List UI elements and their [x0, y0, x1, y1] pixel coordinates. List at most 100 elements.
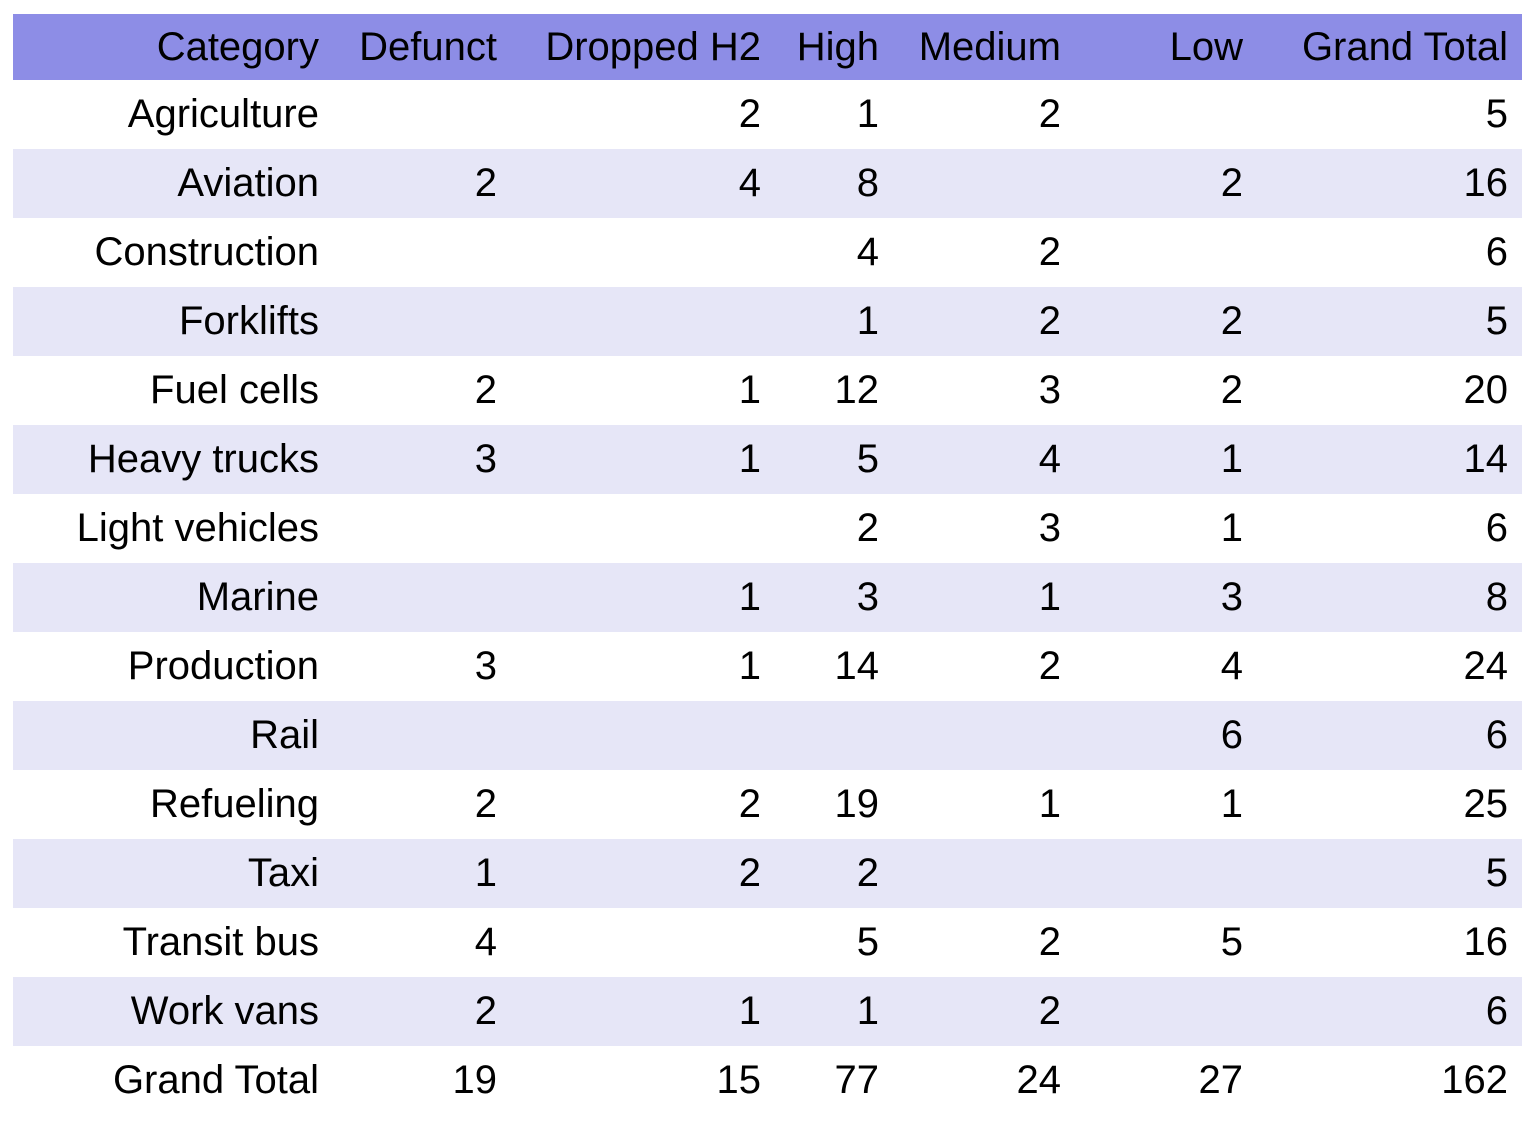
cell-low: 6 [1075, 701, 1257, 770]
cell-dropped-h2 [511, 218, 775, 287]
cell-medium: 3 [893, 494, 1075, 563]
cell-dropped-h2: 1 [511, 632, 775, 701]
cell-value: 77 [834, 1058, 880, 1102]
cell-value: 1 [1038, 782, 1061, 826]
cell-dropped-h2: 15 [511, 1046, 775, 1115]
cell-grand-total: 5 [1257, 80, 1522, 149]
cell-low: 27 [1075, 1046, 1257, 1115]
row-label-text: Taxi [247, 851, 319, 895]
table-row-heavy-trucks: Heavy trucks 3 1 5 4 1 14 [13, 425, 1522, 494]
table-row-rail: Rail 6 6 [13, 701, 1522, 770]
row-label: Production [13, 632, 333, 701]
table-row-transit-bus: Transit bus 4 5 2 5 16 [13, 908, 1522, 977]
row-label: Refueling [13, 770, 333, 839]
cell-value: 1 [738, 644, 761, 688]
cell-value: 24 [1463, 644, 1509, 688]
cell-value: 2 [474, 782, 497, 826]
row-label: Light vehicles [13, 494, 333, 563]
cell-dropped-h2: 1 [511, 977, 775, 1046]
column-header-medium: Medium [893, 14, 1075, 80]
cell-medium: 1 [893, 563, 1075, 632]
cell-value [893, 161, 1075, 206]
table-row-fuel-cells: Fuel cells 2 1 12 3 2 20 [13, 356, 1522, 425]
cell-dropped-h2: 2 [511, 80, 775, 149]
cell-value: 2 [1220, 161, 1243, 205]
cell-value: 3 [474, 644, 497, 688]
cell-value [511, 299, 775, 344]
cell-value: 5 [1485, 299, 1508, 343]
cell-value: 4 [474, 920, 497, 964]
cell-dropped-h2: 4 [511, 149, 775, 218]
cell-value [333, 230, 511, 275]
row-label: Fuel cells [13, 356, 333, 425]
cell-high: 14 [775, 632, 893, 701]
cell-grand-total: 6 [1257, 701, 1522, 770]
cell-value: 2 [1038, 230, 1061, 274]
cell-low: 2 [1075, 287, 1257, 356]
cell-defunct: 3 [333, 425, 511, 494]
cell-value: 2 [1038, 644, 1061, 688]
cell-value [333, 92, 511, 137]
cell-high: 4 [775, 218, 893, 287]
column-header-label: Grand Total [1301, 24, 1508, 69]
row-label: Work vans [13, 977, 333, 1046]
row-label-text: Transit bus [122, 920, 319, 964]
cell-value: 6 [1485, 230, 1508, 274]
cell-value: 19 [452, 1058, 498, 1102]
cell-high: 2 [775, 494, 893, 563]
cell-low: 1 [1075, 770, 1257, 839]
cell-value: 4 [1220, 644, 1243, 688]
cell-high: 5 [775, 425, 893, 494]
cell-value: 2 [474, 989, 497, 1033]
row-label: Marine [13, 563, 333, 632]
cell-value: 2 [1220, 368, 1243, 412]
column-header-low: Low [1075, 14, 1257, 80]
cell-value: 2 [1038, 920, 1061, 964]
cell-value: 1 [856, 92, 879, 136]
cell-value: 5 [1485, 851, 1508, 895]
table-row-light-vehicles: Light vehicles 2 3 1 6 [13, 494, 1522, 563]
cell-value: 3 [1220, 575, 1243, 619]
cell-value: 162 [1441, 1058, 1508, 1102]
cell-value [775, 713, 893, 758]
cell-dropped-h2 [511, 494, 775, 563]
cell-value [511, 920, 775, 965]
cell-value: 1 [856, 989, 879, 1033]
cell-high: 3 [775, 563, 893, 632]
cell-value: 6 [1485, 989, 1508, 1033]
cell-medium: 2 [893, 287, 1075, 356]
row-label: Rail [13, 701, 333, 770]
cell-high: 19 [775, 770, 893, 839]
cell-defunct: 2 [333, 356, 511, 425]
table-row-grand-total: Grand Total 19 15 77 24 27 162 [13, 1046, 1522, 1115]
cell-medium: 1 [893, 770, 1075, 839]
cell-value: 2 [1038, 989, 1061, 1033]
row-label-text: Grand Total [112, 1058, 319, 1102]
cell-grand-total: 162 [1257, 1046, 1522, 1115]
row-label-text: Forklifts [179, 299, 319, 343]
cell-grand-total: 24 [1257, 632, 1522, 701]
row-label: Transit bus [13, 908, 333, 977]
cell-defunct: 4 [333, 908, 511, 977]
row-label-text: Refueling [149, 782, 319, 826]
pivot-table: Category Defunct Dropped H2 High Medium Low Gr… [13, 14, 1522, 1115]
cell-value [1075, 230, 1257, 275]
row-label-text: Heavy trucks [87, 437, 319, 481]
row-label: Construction [13, 218, 333, 287]
cell-value: 1 [738, 989, 761, 1033]
cell-medium: 2 [893, 80, 1075, 149]
cell-medium: 2 [893, 632, 1075, 701]
cell-value: 3 [474, 437, 497, 481]
cell-low: 4 [1075, 632, 1257, 701]
cell-value: 4 [738, 161, 761, 205]
cell-value: 15 [716, 1058, 762, 1102]
cell-value [333, 575, 511, 620]
cell-medium [893, 149, 1075, 218]
cell-dropped-h2: 2 [511, 839, 775, 908]
table-row-taxi: Taxi 1 2 2 5 [13, 839, 1522, 908]
row-label-text: Light vehicles [76, 506, 319, 550]
row-label-text: Production [127, 644, 319, 688]
cell-high: 77 [775, 1046, 893, 1115]
cell-low [1075, 80, 1257, 149]
row-label-text: Fuel cells [150, 368, 319, 412]
